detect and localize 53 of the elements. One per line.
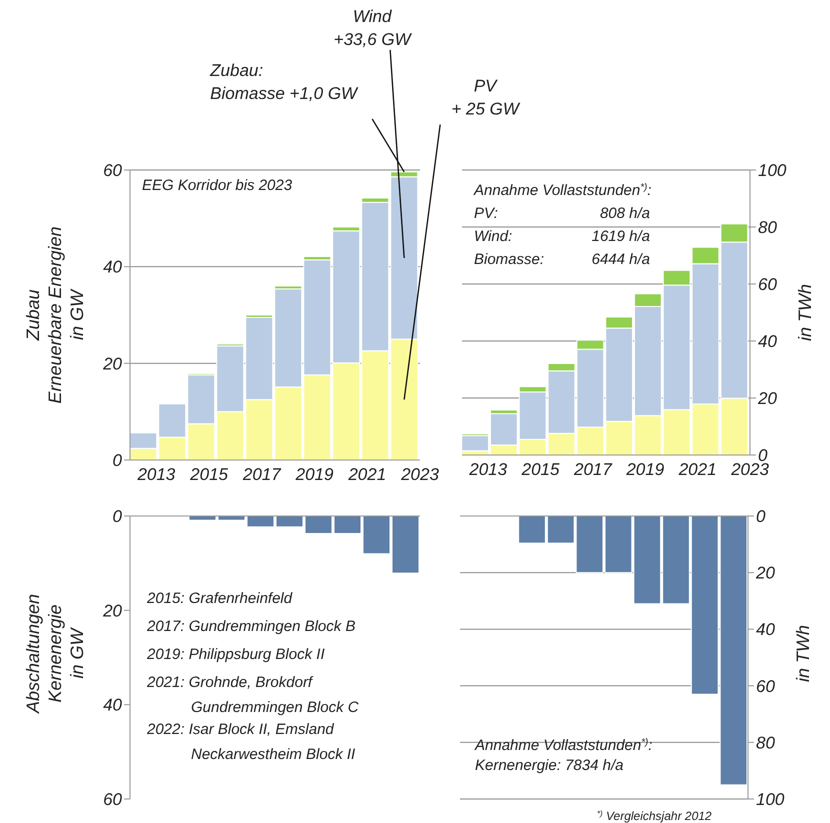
x-tick-label: 2021 [347, 465, 386, 484]
annotation: 2022: Isar Block II, Emsland Neckarwestheim Block II [146, 721, 356, 763]
x-tick-label: 2015 [520, 460, 560, 480]
y-tick-label: 20 [102, 601, 123, 620]
y-tick-label: 60 [103, 790, 123, 810]
x-tick-label: 2013 [468, 460, 508, 480]
x-tick-label: 2015 [189, 465, 229, 484]
annotation: 6444 h/a [592, 251, 650, 268]
text: Wind +33,6 GW [334, 6, 413, 49]
y-axis-title: Zubau Erneuerbare Energien in GW [23, 226, 87, 404]
annotation: PV: [474, 205, 498, 222]
x-tick-label: 2019 [625, 460, 665, 480]
y-tick-label: 40 [756, 620, 776, 640]
text: PV + 25 GW [451, 76, 521, 119]
annotation: Zubau: Biomasse +1,0 GW [209, 60, 360, 103]
y-tick-label: 60 [758, 275, 778, 294]
x-tick-label: 2019 [294, 465, 334, 484]
annotation: 2019: Philippsburg Block II [146, 646, 325, 663]
x-tick-label: 2017 [242, 465, 282, 484]
y-tick-label: 20 [755, 564, 776, 583]
annotation: Biomasse: [474, 251, 544, 268]
y-tick-label: 20 [757, 389, 778, 408]
annotation: 808 h/a [600, 205, 650, 222]
x-tick-label: 2013 [136, 465, 176, 484]
y-tick-label: 0 [112, 451, 123, 470]
annotation: 2021: Grohnde, Brokdorf Gundremmingen Block C [146, 674, 359, 716]
annotation: 2015: Grafenrheinfeld [146, 590, 293, 607]
annotation: EEG Korridor bis 2023 [142, 177, 293, 194]
y-tick-label: 0 [112, 507, 123, 526]
text: $^{*)}$ Vergleichsjahr 2012 [597, 808, 712, 823]
y-tick-label: 40 [758, 332, 778, 352]
annotation: Wind: [474, 228, 512, 245]
x-tick-label: 2023 [400, 465, 440, 484]
y-tick-label: 40 [103, 696, 123, 715]
annotation: Annahme Vollaststunden$^{*)}$: [473, 182, 652, 199]
y-axis-title: in TWh [793, 624, 813, 682]
annotation: 1619 h/a [592, 228, 650, 245]
y-tick-label: 20 [102, 354, 123, 374]
y-tick-label: 60 [756, 676, 776, 696]
y-axis-title: Abschaltungen Kernenergie in GW [23, 594, 87, 714]
x-tick-label: 2017 [572, 460, 612, 480]
y-tick-label: 0 [756, 507, 766, 526]
y-tick-label: 80 [756, 733, 776, 752]
x-tick-label: 2023 [730, 460, 770, 480]
text: Annahme Vollaststunden$^{*)}$: Kernenergie: 7834 h/a [475, 736, 652, 774]
annotation: 2017: Gundremmingen Block B [146, 618, 356, 635]
y-tick-label: 100 [758, 161, 787, 180]
y-tick-label: 40 [103, 258, 123, 277]
y-axis-title: in TWh [795, 284, 815, 342]
y-tick-label: 60 [103, 161, 123, 180]
y-tick-label: 80 [758, 218, 778, 238]
x-tick-label: 2021 [678, 460, 717, 480]
y-tick-label: 100 [756, 790, 785, 810]
